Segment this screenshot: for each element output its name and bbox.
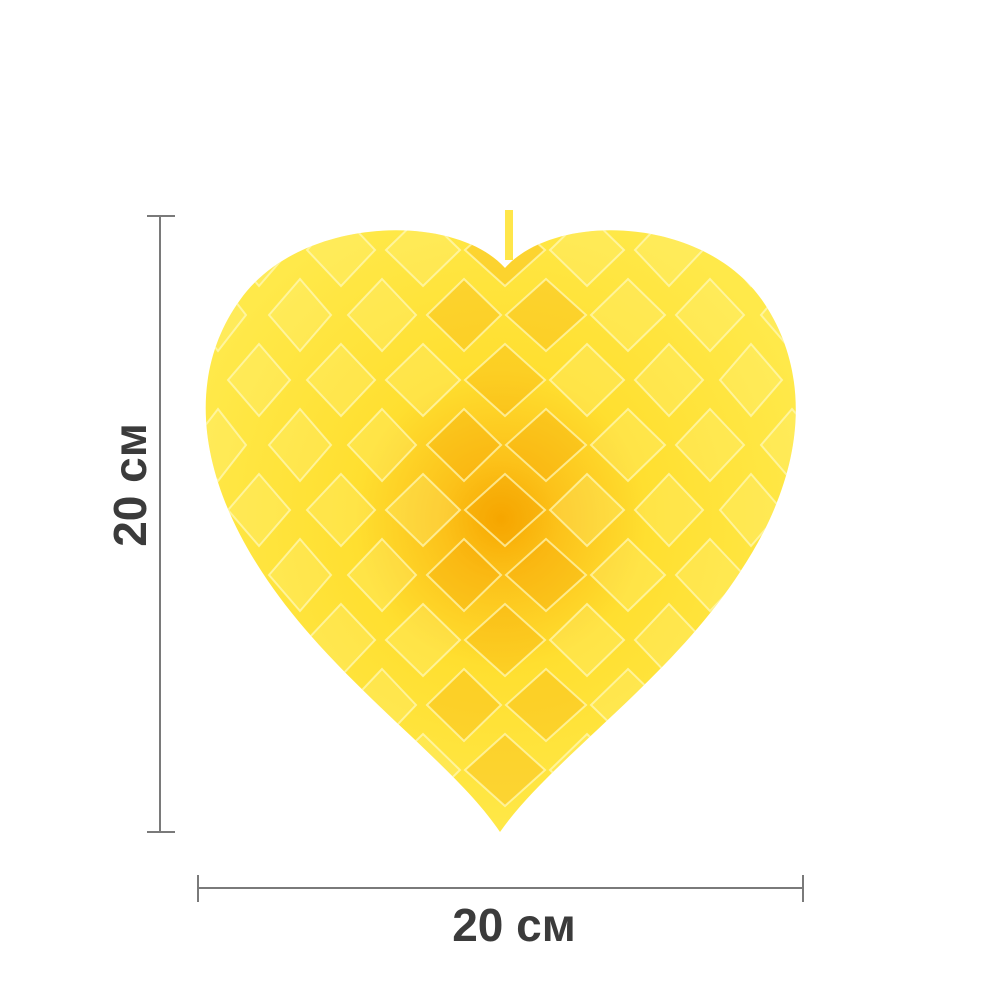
width-dimension-line <box>197 875 804 902</box>
honeycomb-cell <box>504 537 588 613</box>
honeycomb-cell <box>504 667 588 743</box>
honeycomb-cell <box>504 797 588 832</box>
honeycomb-cell <box>70 344 120 416</box>
honeycomb-cell <box>890 474 940 546</box>
height-label: 20 см <box>104 423 156 547</box>
honeycomb-cell <box>674 667 746 743</box>
honeycomb-cell <box>305 472 377 548</box>
honeycomb-cell <box>205 797 248 832</box>
honeycomb-cell <box>305 732 377 808</box>
honeycomb-cell <box>226 472 292 548</box>
honeycomb-cell <box>111 669 161 741</box>
honeycomb-cell <box>846 799 902 871</box>
honeycomb-cell <box>674 277 746 353</box>
honeycomb-cell <box>267 537 333 613</box>
honeycomb-cell <box>846 539 902 611</box>
honeycomb-cell <box>425 667 503 743</box>
honeycomb-cell <box>70 734 120 806</box>
honeycomb-cell <box>718 732 784 808</box>
honeycomb-cell <box>589 277 667 353</box>
honeycomb-cell <box>633 342 705 418</box>
honeycomb-cell <box>267 407 333 483</box>
honeycomb-cell <box>931 669 981 741</box>
honeycomb-cell <box>931 539 981 611</box>
honeycomb-cell <box>548 472 626 548</box>
honeycomb-cell <box>589 407 667 483</box>
honeycomb-cell <box>674 407 746 483</box>
honeycomb-cell <box>205 342 207 418</box>
honeycomb-cell <box>305 342 377 418</box>
honeycomb-cell <box>589 797 667 832</box>
honeycomb-cell <box>70 604 120 676</box>
honeycomb-cell <box>267 277 333 353</box>
honeycomb-cell <box>890 734 940 806</box>
honeycomb-cell <box>633 732 705 808</box>
honeycomb-cell <box>890 344 940 416</box>
honeycomb-cell <box>846 669 902 741</box>
honeycomb-cell <box>205 230 207 288</box>
honeycomb-cell <box>633 472 705 548</box>
honeycomb-cell <box>226 342 292 418</box>
honeycomb-cell <box>226 602 292 678</box>
honeycomb-cell <box>267 667 333 743</box>
honeycomb-cell <box>384 342 462 418</box>
honeycomb-cell <box>226 732 292 808</box>
honeycomb-cell <box>346 537 418 613</box>
honeycomb-cell <box>548 342 626 418</box>
honeycomb-cell <box>931 799 981 871</box>
honeycomb-cell <box>504 407 588 483</box>
honeycomb-cell <box>463 472 547 548</box>
honeycomb-cell <box>205 407 248 483</box>
honeycomb-cell <box>718 342 784 418</box>
honeycomb-cell <box>346 797 418 832</box>
honeycomb-cell <box>589 537 667 613</box>
honeycomb-cell <box>346 407 418 483</box>
honeycomb-cell <box>463 342 547 418</box>
honeycomb-cell <box>111 539 161 611</box>
honeycomb-cell <box>548 602 626 678</box>
honeycomb-cell <box>384 602 462 678</box>
honeycomb-cell <box>267 797 333 832</box>
honeycomb-cell <box>931 409 981 481</box>
honeycomb-cell <box>674 797 746 832</box>
honeycomb-cell <box>759 537 796 613</box>
honeycomb-cell <box>504 277 588 353</box>
width-label: 20 см <box>452 899 576 951</box>
honeycomb-cell <box>425 407 503 483</box>
honeycomb-cell <box>346 277 418 353</box>
honeycomb-cell <box>205 732 207 808</box>
honeycomb-cell <box>759 797 796 832</box>
honeycomb-cell <box>890 214 940 286</box>
honeycomb-cell <box>70 214 120 286</box>
honeycomb-cell <box>205 472 207 548</box>
honeycomb-cell <box>759 667 796 743</box>
honeycomb-cell <box>463 732 547 808</box>
honeycomb-cell <box>205 602 207 678</box>
honeycomb-cell <box>805 214 861 286</box>
honeycomb-cell <box>463 602 547 678</box>
honeycomb-cell <box>425 277 503 353</box>
honeycomb-cell <box>205 537 248 613</box>
hanging-string <box>505 210 513 260</box>
honeycomb-cell <box>384 472 462 548</box>
honeycomb-cell <box>718 602 784 678</box>
honeycomb-cell <box>846 279 902 351</box>
honeycomb-cell <box>425 537 503 613</box>
honeycomb-cell <box>805 734 861 806</box>
honeycomb-cell <box>805 474 861 546</box>
honeycomb-cell <box>111 279 161 351</box>
honeycomb-cell <box>931 279 981 351</box>
heart-shape <box>205 230 796 832</box>
honeycomb-cell <box>205 667 248 743</box>
honeycomb-cell <box>805 344 861 416</box>
honeycomb-cell <box>111 799 161 871</box>
height-dimension-line <box>147 215 175 833</box>
honeycomb-cell <box>846 409 902 481</box>
honeycomb-cell <box>805 604 861 676</box>
honeycomb-cell <box>890 604 940 676</box>
